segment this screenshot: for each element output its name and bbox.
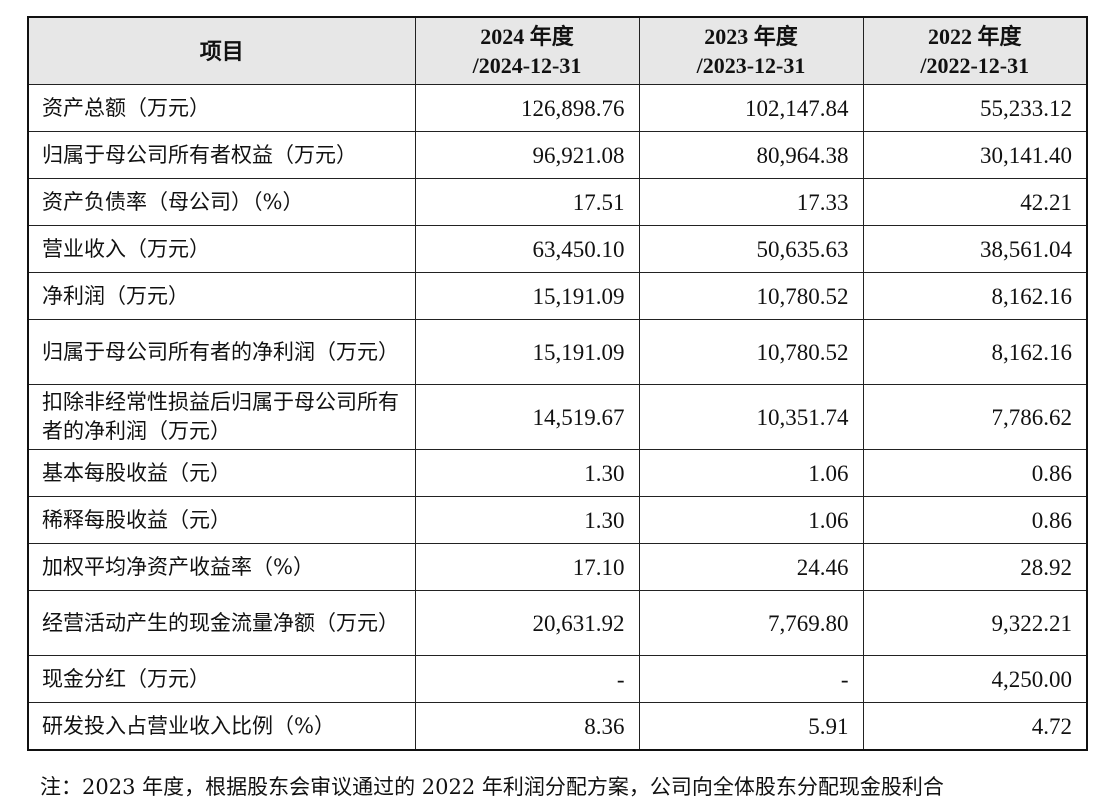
value-2024: 8.36 xyxy=(414,702,640,751)
row-label: 归属于母公司所有者的净利润（万元） xyxy=(27,319,416,385)
value-2024: 63,450.10 xyxy=(414,225,640,273)
value-2024: 96,921.08 xyxy=(414,131,640,179)
value-2023: - xyxy=(638,655,864,703)
value-2022: 38,561.04 xyxy=(862,225,1088,273)
row-label: 经营活动产生的现金流量净额（万元） xyxy=(27,590,416,656)
value-2023: 80,964.38 xyxy=(638,131,864,179)
value-2022: 55,233.12 xyxy=(862,84,1088,132)
table-row: 归属于母公司所有者的净利润（万元） 15,191.09 10,780.52 8,… xyxy=(27,319,1088,385)
row-label: 研发投入占营业收入比例（%） xyxy=(27,702,416,751)
value-2024: 20,631.92 xyxy=(414,590,640,656)
header-2022: 2022 年度/2022-12-31 xyxy=(862,16,1088,85)
header-item-label: 项目 xyxy=(199,38,244,64)
header-2023-year: 2023 年度 xyxy=(704,24,798,49)
value-2022: 8,162.16 xyxy=(862,319,1088,385)
value-2023: 10,780.52 xyxy=(638,272,864,320)
value-2022: 9,322.21 xyxy=(862,590,1088,656)
table-row: 稀释每股收益（元） 1.30 1.06 0.86 xyxy=(27,496,1088,544)
value-2022: 7,786.62 xyxy=(862,384,1088,450)
financial-indicators-table: 项目 2024 年度/2024-12-31 2023 年度/2023-12-31… xyxy=(27,16,1088,751)
table-row: 资产总额（万元） 126,898.76 102,147.84 55,233.12 xyxy=(27,84,1088,132)
row-label: 扣除非经常性损益后归属于母公司所有者的净利润（万元） xyxy=(27,384,416,450)
financial-table-container: 项目 2024 年度/2024-12-31 2023 年度/2023-12-31… xyxy=(27,16,1088,751)
value-2024: 1.30 xyxy=(414,449,640,497)
row-label: 资产负债率（母公司）（%） xyxy=(27,178,416,226)
row-label: 现金分红（万元） xyxy=(27,655,416,703)
table-row: 资产负债率（母公司）（%） 17.51 17.33 42.21 xyxy=(27,178,1088,226)
row-label: 归属于母公司所有者权益（万元） xyxy=(27,131,416,179)
table-row: 现金分红（万元） - - 4,250.00 xyxy=(27,655,1088,703)
value-2023: 1.06 xyxy=(638,496,864,544)
footnote: 注：2023 年度，根据股东会审议通过的 2022 年利润分配方案，公司向全体股… xyxy=(40,775,944,799)
value-2022: 42.21 xyxy=(862,178,1088,226)
value-2022: 8,162.16 xyxy=(862,272,1088,320)
value-2022: 4.72 xyxy=(862,702,1088,751)
value-2022: 4,250.00 xyxy=(862,655,1088,703)
row-label: 净利润（万元） xyxy=(27,272,416,320)
value-2024: 14,519.67 xyxy=(414,384,640,450)
value-2024: 1.30 xyxy=(414,496,640,544)
value-2024: 15,191.09 xyxy=(414,319,640,385)
row-label: 资产总额（万元） xyxy=(27,84,416,132)
value-2024: 17.10 xyxy=(414,543,640,591)
value-2023: 50,635.63 xyxy=(638,225,864,273)
header-2023: 2023 年度/2023-12-31 xyxy=(638,16,864,85)
row-label: 稀释每股收益（元） xyxy=(27,496,416,544)
value-2023: 7,769.80 xyxy=(638,590,864,656)
header-item: 项目 xyxy=(27,16,416,85)
header-2023-date: /2023-12-31 xyxy=(696,53,806,78)
row-label: 加权平均净资产收益率（%） xyxy=(27,543,416,591)
value-2022: 30,141.40 xyxy=(862,131,1088,179)
value-2023: 1.06 xyxy=(638,449,864,497)
table-row: 营业收入（万元） 63,450.10 50,635.63 38,561.04 xyxy=(27,225,1088,273)
header-2022-year: 2022 年度 xyxy=(927,24,1022,49)
value-2022: 0.86 xyxy=(862,449,1088,497)
table-row: 经营活动产生的现金流量净额（万元） 20,631.92 7,769.80 9,3… xyxy=(27,590,1088,656)
row-label: 营业收入（万元） xyxy=(27,225,416,273)
table-row: 扣除非经常性损益后归属于母公司所有者的净利润（万元） 14,519.67 10,… xyxy=(27,384,1088,450)
value-2024: 126,898.76 xyxy=(414,84,640,132)
header-2024-year: 2024 年度 xyxy=(480,24,574,49)
value-2023: 24.46 xyxy=(638,543,864,591)
value-2023: 10,351.74 xyxy=(638,384,864,450)
table-row: 基本每股收益（元） 1.30 1.06 0.86 xyxy=(27,449,1088,497)
value-2024: 15,191.09 xyxy=(414,272,640,320)
value-2022: 28.92 xyxy=(862,543,1088,591)
row-label: 基本每股收益（元） xyxy=(27,449,416,497)
header-2024-date: /2024-12-31 xyxy=(472,53,582,78)
value-2022: 0.86 xyxy=(862,496,1088,544)
value-2023: 102,147.84 xyxy=(638,84,864,132)
table-row: 归属于母公司所有者权益（万元） 96,921.08 80,964.38 30,1… xyxy=(27,131,1088,179)
value-2023: 10,780.52 xyxy=(638,319,864,385)
value-2023: 5.91 xyxy=(638,702,864,751)
header-row: 项目 2024 年度/2024-12-31 2023 年度/2023-12-31… xyxy=(27,16,1088,85)
value-2023: 17.33 xyxy=(638,178,864,226)
header-2024: 2024 年度/2024-12-31 xyxy=(414,16,640,85)
table-row: 加权平均净资产收益率（%） 17.10 24.46 28.92 xyxy=(27,543,1088,591)
header-2022-date: /2022-12-31 xyxy=(920,53,1030,78)
value-2024: 17.51 xyxy=(414,178,640,226)
table-row: 净利润（万元） 15,191.09 10,780.52 8,162.16 xyxy=(27,272,1088,320)
value-2024: - xyxy=(414,655,640,703)
table-row: 研发投入占营业收入比例（%） 8.36 5.91 4.72 xyxy=(27,702,1088,751)
